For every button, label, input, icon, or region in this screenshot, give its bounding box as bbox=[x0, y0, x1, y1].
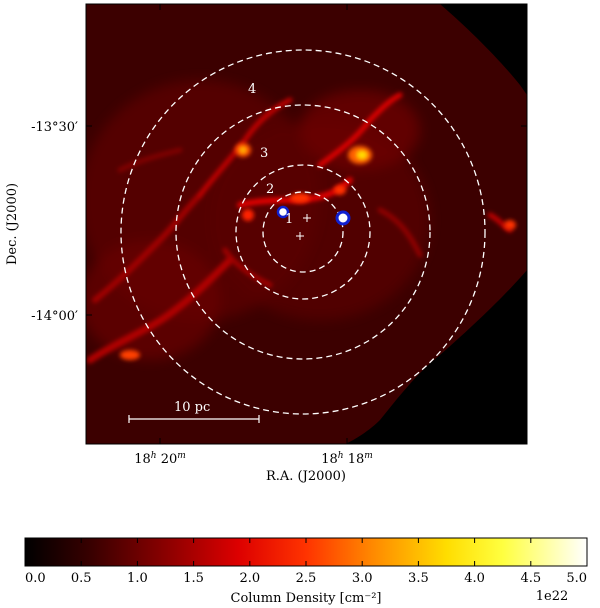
colorbar-tick-label: 0.5 bbox=[71, 571, 92, 586]
ring-label-3: 3 bbox=[260, 146, 268, 161]
ring-2 bbox=[235, 164, 371, 300]
colorbar-tick-label: 5.0 bbox=[566, 571, 587, 586]
colorbar-tick-label: 0.0 bbox=[25, 571, 46, 586]
x-tick-label: 18h 18m bbox=[321, 451, 373, 467]
center-markers bbox=[296, 214, 311, 240]
ring-label-2: 2 bbox=[266, 182, 274, 197]
scale-bar-label: 10 pc bbox=[174, 400, 210, 415]
y-tick-label: -13°30′ bbox=[31, 120, 78, 135]
ring-label-4: 4 bbox=[248, 82, 256, 97]
filaments bbox=[86, 92, 513, 364]
colorbar-tick-label: 3.5 bbox=[408, 571, 429, 586]
bright-clumps bbox=[120, 143, 516, 360]
source-markers bbox=[276, 205, 351, 226]
colorbar-tick-label: 2.0 bbox=[239, 571, 260, 586]
axes-frame bbox=[85, 3, 528, 445]
dashed-rings bbox=[120, 49, 486, 415]
colorbar-offset-label: 1e22 bbox=[536, 589, 569, 604]
colorbar-ticks bbox=[24, 538, 588, 566]
colorbar-tick-label: 4.5 bbox=[520, 571, 541, 586]
source-marker bbox=[335, 210, 351, 226]
source-marker bbox=[276, 205, 290, 219]
column-density-map: 1 2 3 4 10 pc bbox=[86, 4, 527, 444]
diffuse-emission bbox=[86, 80, 430, 360]
colorbar-tick-label: 2.5 bbox=[296, 571, 317, 586]
colorbar-tick-labels: 0.0 0.5 1.0 1.5 2.0 2.5 3.0 3.5 4.0 4.5 5.0 bbox=[25, 571, 587, 586]
x-axis-label: R.A. (J2000) bbox=[266, 469, 346, 484]
colorbar-label: Column Density [cm⁻²] bbox=[231, 591, 382, 606]
ring-label-1: 1 bbox=[285, 212, 293, 227]
colorbar-tick-label: 3.0 bbox=[352, 571, 373, 586]
ring-4 bbox=[120, 49, 486, 415]
ring-3 bbox=[175, 104, 431, 360]
colorbar-tick-label: 1.5 bbox=[183, 571, 204, 586]
y-axis-label: Dec. (J2000) bbox=[5, 183, 20, 265]
x-tick-label: 18h 20m bbox=[134, 451, 186, 467]
y-tick-label: -14°00′ bbox=[31, 309, 78, 324]
colorbar-tick-label: 4.0 bbox=[464, 571, 485, 586]
colorbar-tick-label: 1.0 bbox=[127, 571, 148, 586]
x-tick-labels: 18h 20m 18h 18m bbox=[134, 451, 373, 467]
colorbar: 0.0 0.5 1.0 1.5 2.0 2.5 3.0 3.5 4.0 4.5 5.0 Column… bbox=[24, 537, 588, 606]
ring-1 bbox=[262, 191, 344, 273]
scale-bar: 10 pc bbox=[128, 400, 260, 423]
